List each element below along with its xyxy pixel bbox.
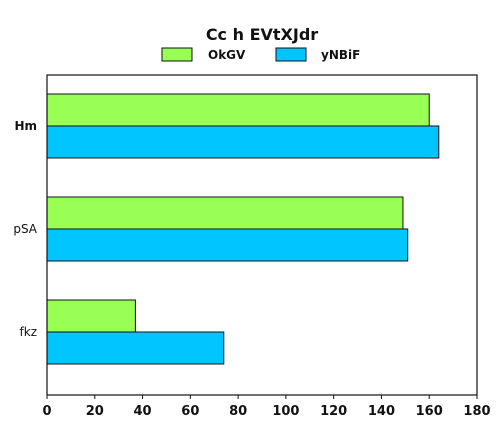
y-tick-label: Hm bbox=[14, 119, 37, 133]
bar-hm-ynbif bbox=[46, 125, 440, 159]
x-tick-label: 40 bbox=[134, 404, 152, 419]
bars-group bbox=[46, 93, 440, 365]
y-tick-label: pSA bbox=[13, 222, 37, 236]
legend-swatch-ynbif bbox=[275, 47, 307, 62]
bar-fkz-okgv bbox=[46, 299, 136, 333]
x-tick-label: 60 bbox=[181, 404, 199, 419]
legend-label-ynbif: yNBiF bbox=[321, 48, 360, 62]
x-axis-ticks: 0 20 40 60 80 100 120 140 160 180 bbox=[42, 395, 491, 419]
bar-psa-okgv bbox=[46, 196, 404, 230]
legend-label-okgv: OkGV bbox=[208, 48, 246, 62]
chart-title: Cc h EVtXJdr bbox=[206, 25, 318, 44]
x-tick-label: 120 bbox=[320, 404, 347, 419]
x-tick-label: 20 bbox=[86, 404, 104, 419]
legend-swatch-okgv bbox=[161, 47, 193, 62]
x-tick-label: 100 bbox=[272, 404, 299, 419]
plot-frame bbox=[46, 74, 478, 396]
y-axis-ticks: Hm pSA fkz bbox=[13, 119, 37, 339]
legend: OkGV yNBiF bbox=[161, 47, 360, 62]
x-tick-label: 180 bbox=[463, 404, 490, 419]
x-tick-label: 80 bbox=[229, 404, 247, 419]
bar-psa-ynbif bbox=[46, 228, 409, 262]
bar-hm-okgv bbox=[46, 93, 430, 127]
y-tick-label: fkz bbox=[20, 325, 37, 339]
x-tick-label: 0 bbox=[42, 404, 51, 419]
bar-fkz-ynbif bbox=[46, 331, 225, 365]
x-tick-label: 160 bbox=[416, 404, 443, 419]
x-tick-label: 140 bbox=[368, 404, 395, 419]
